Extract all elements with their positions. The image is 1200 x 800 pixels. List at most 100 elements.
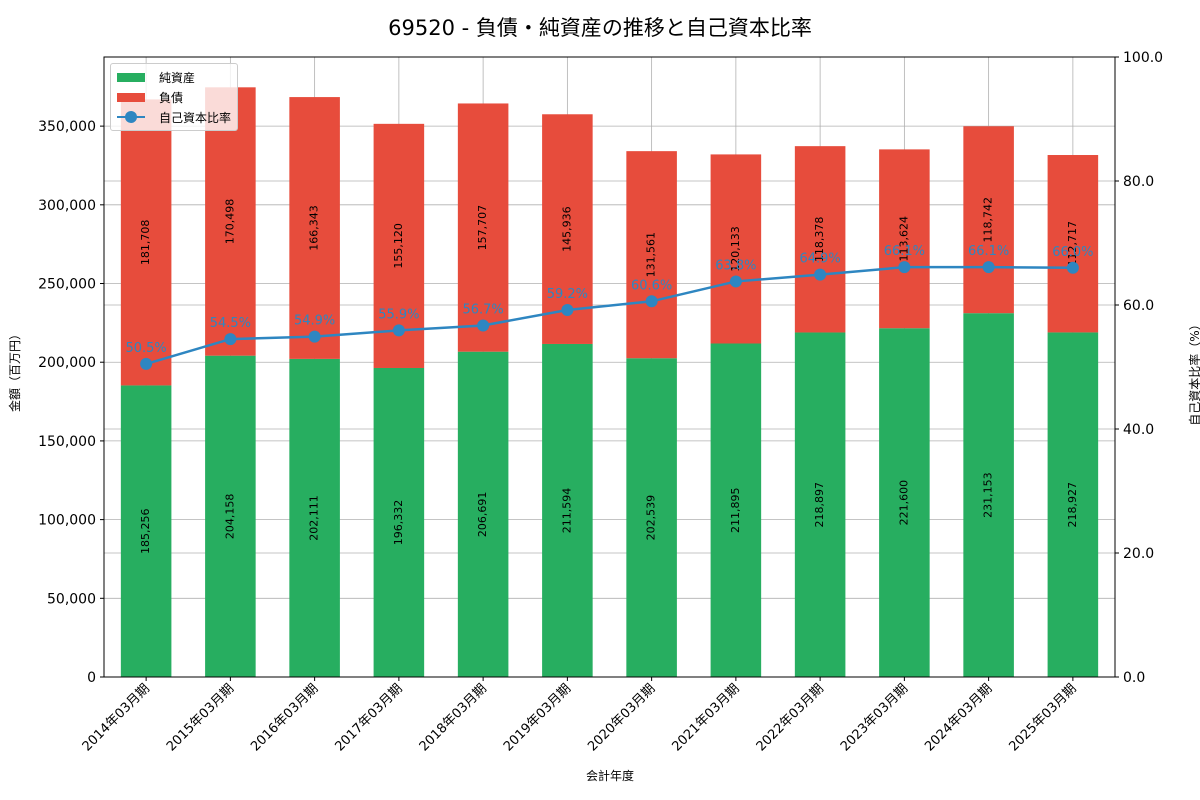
bar-value-label: 118,378 [813, 217, 826, 263]
bar-net-assets [963, 313, 1014, 677]
bar-net-assets [373, 367, 425, 677]
y-tick-label-right: 80.0 [1123, 174, 1154, 190]
equity-ratio-marker [477, 319, 490, 332]
y-axis-label-left: 金額（百万円） [8, 327, 22, 413]
bar-value-label: 204,158 [223, 494, 236, 540]
bar-value-label: 185,256 [139, 508, 152, 554]
bar-value-label: 145,936 [560, 206, 573, 252]
bar-net-assets [289, 358, 340, 677]
bar-liabilities [963, 126, 1014, 314]
bar-value-label: 218,897 [813, 482, 826, 528]
x-tick-label: 2025年03月期 [1006, 681, 1079, 754]
bar-net-assets [710, 343, 762, 677]
bar-liabilities [205, 87, 256, 356]
bar-value-label: 231,153 [982, 472, 995, 517]
equity-ratio-marker [1066, 261, 1079, 274]
equity-ratio-label: 64.9% [799, 252, 840, 267]
y-tick-label: 100,000 [38, 513, 96, 529]
legend-item-liabilities: 負債 [117, 87, 231, 107]
equity-ratio-label: 56.7% [462, 302, 503, 317]
bar-net-assets [205, 355, 256, 677]
x-axis-label: 会計年度 [585, 769, 634, 783]
equity-ratio-label: 60.6% [631, 278, 672, 293]
x-tick-label: 2023年03月期 [838, 681, 911, 754]
legend-item-equity-ratio: 自己資本比率 [117, 107, 231, 127]
legend-label: 純資産 [159, 70, 196, 85]
x-tick-label: 2020年03月期 [585, 681, 658, 754]
y-tick-label: 50,000 [47, 591, 96, 607]
bar-net-assets [879, 328, 930, 677]
y-tick-label: 0 [87, 670, 96, 686]
x-tick-label: 2019年03月期 [501, 681, 574, 754]
legend-swatch-liabilities [117, 92, 145, 102]
y-tick-label-right: 40.0 [1123, 422, 1154, 438]
y-tick-label: 250,000 [38, 277, 96, 293]
bar-net-assets [626, 358, 677, 677]
y-axis-label-right: 自己資本比率（%） [1188, 318, 1200, 426]
bar-value-label: 202,539 [645, 495, 658, 541]
y-tick-label: 200,000 [38, 355, 96, 371]
equity-ratio-marker [392, 324, 405, 337]
bar-value-label: 155,120 [392, 223, 405, 269]
bar-net-assets [457, 351, 509, 677]
legend-item-net-assets: 純資産 [117, 67, 231, 87]
bar-value-label: 211,594 [560, 488, 573, 534]
legend-label: 自己資本比率 [159, 110, 232, 125]
bar-value-label: 157,707 [476, 205, 489, 251]
legend-label: 負債 [159, 90, 184, 105]
legend-swatch-net-assets [117, 72, 145, 82]
x-tick-label: 2018年03月期 [417, 681, 490, 754]
bar-value-label: 120,133 [729, 226, 742, 271]
bar-value-label: 166,343 [308, 205, 321, 251]
y-tick-label-right: 0.0 [1123, 670, 1145, 686]
x-tick-label: 2024年03月期 [922, 681, 995, 754]
bar-net-assets [120, 385, 172, 677]
equity-ratio-marker [729, 275, 742, 288]
bar-value-label: 218,927 [1066, 482, 1079, 527]
y-tick-label-right: 20.0 [1123, 546, 1154, 562]
bar-value-label: 181,708 [139, 220, 152, 266]
equity-ratio-marker [645, 295, 658, 308]
bar-liabilities [626, 151, 677, 359]
equity-ratio-label: 63.8% [715, 258, 756, 273]
bar-liabilities [879, 149, 930, 329]
x-tick-label: 2016年03月期 [248, 681, 321, 754]
bar-value-label: 202,111 [308, 495, 321, 541]
bar-liabilities [457, 103, 509, 352]
bar-liabilities [794, 146, 846, 333]
y-tick-label: 300,000 [38, 198, 96, 214]
x-tick-label: 2021年03月期 [669, 681, 742, 754]
equity-ratio-label: 66.1% [884, 244, 925, 259]
bar-net-assets [794, 332, 846, 677]
chart-title: 69520 - 負債・純資産の推移と自己資本比率 [388, 16, 812, 40]
plot-frame [103, 56, 1116, 678]
bar-value-label: 113,624 [897, 216, 910, 262]
x-tick-label: 2014年03月期 [80, 681, 153, 754]
equity-ratio-label: 50.5% [125, 341, 166, 356]
equity-ratio-marker [224, 333, 237, 346]
equity-ratio-marker [561, 303, 574, 316]
bar-net-assets [1047, 332, 1099, 677]
bar-net-assets [542, 343, 593, 677]
bar-liabilities [710, 154, 762, 344]
y-tick-label: 350,000 [38, 119, 96, 135]
equity-ratio-label: 59.2% [547, 287, 588, 302]
legend-line-marker-icon [117, 111, 145, 123]
equity-ratio-marker [982, 261, 995, 274]
equity-ratio-line [145, 265, 1073, 366]
x-tick-label: 2015年03月期 [164, 681, 237, 754]
bar-value-label: 211,895 [729, 487, 742, 532]
bar-value-label: 206,691 [476, 492, 489, 538]
equity-ratio-marker [814, 268, 827, 281]
bar-value-label: 131,561 [645, 232, 658, 278]
y-tick-label-right: 60.0 [1123, 298, 1154, 314]
bar-value-label: 196,332 [392, 500, 405, 546]
equity-ratio-marker [308, 330, 321, 343]
equity-ratio-marker [898, 261, 911, 274]
bar-value-label: 221,600 [897, 480, 910, 526]
equity-ratio-label: 66.0% [1052, 245, 1093, 260]
bar-liabilities [289, 97, 340, 359]
equity-ratio-label: 54.9% [294, 314, 335, 329]
legend: 純資産 負債 自己資本比率 [110, 63, 239, 131]
